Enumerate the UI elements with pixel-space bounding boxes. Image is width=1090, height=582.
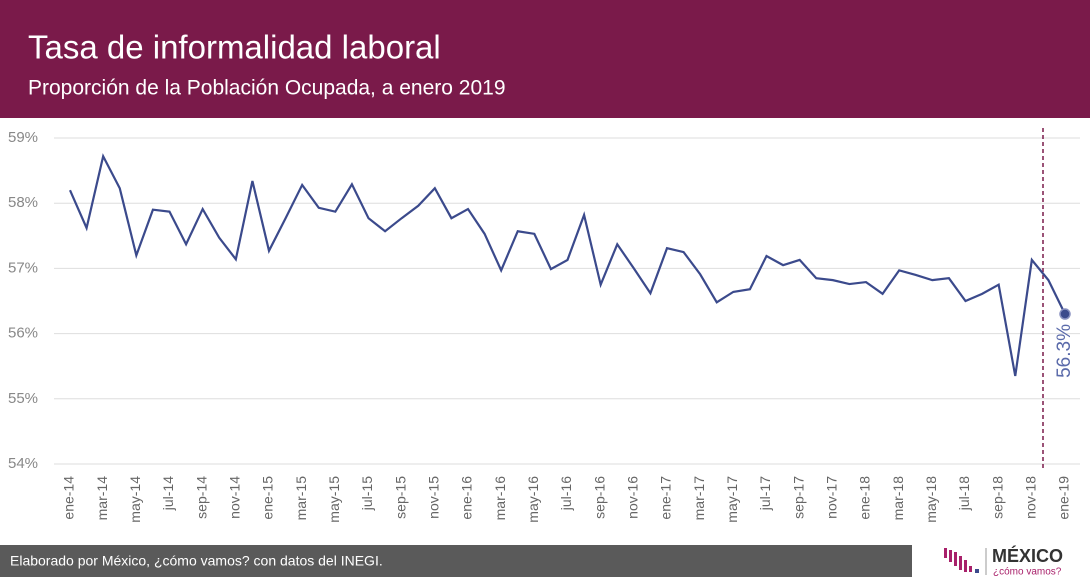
- x-tick-label: sep-14: [193, 476, 209, 519]
- x-tick-label: may-18: [923, 476, 939, 523]
- data-line: [68, 153, 1066, 377]
- x-tick-label: mar-17: [691, 476, 707, 521]
- x-tick-label: ene-19: [1056, 476, 1072, 520]
- x-tick-label: sep-18: [989, 476, 1005, 519]
- x-tick-label: may-14: [127, 476, 143, 523]
- logo-subtitle: ¿cómo vamos?: [993, 567, 1062, 577]
- x-tick-label: may-15: [326, 476, 342, 523]
- x-tick-label: sep-17: [790, 476, 806, 519]
- footer-band: [0, 545, 912, 577]
- x-tick-label: ene-15: [260, 476, 276, 520]
- x-tick-label: jul-17: [757, 476, 773, 511]
- data-point: [1059, 308, 1071, 320]
- x-tick-label: ene-16: [459, 476, 475, 520]
- data-label: 56.3%: [1054, 324, 1075, 378]
- x-tick-label: may-17: [724, 476, 740, 523]
- x-tick-label: jul-16: [558, 476, 574, 511]
- x-tick-label: nov-17: [824, 476, 840, 519]
- logo-bars: [944, 548, 979, 573]
- x-tick-label: nov-16: [625, 476, 641, 519]
- x-tick-label: nov-14: [227, 476, 243, 519]
- x-tick-label: may-16: [525, 476, 541, 523]
- x-tick-label: mar-14: [94, 476, 110, 521]
- x-tick-label: jul-14: [160, 476, 176, 511]
- x-tick-label: nov-18: [1023, 476, 1039, 519]
- x-tick-label: ene-18: [857, 476, 873, 520]
- y-tick-label: 59%: [8, 129, 38, 146]
- x-tick-label: ene-14: [61, 476, 77, 520]
- x-tick-label: sep-16: [591, 476, 607, 519]
- y-tick-label: 55%: [8, 390, 38, 407]
- x-tick-label: mar-15: [293, 476, 309, 521]
- x-tick-label: mar-16: [492, 476, 508, 521]
- chart-title: Tasa de informalidad laboral: [28, 29, 441, 66]
- y-tick-label: 57%: [8, 259, 38, 276]
- footer-text: Elaborado por México, ¿cómo vamos? con d…: [10, 553, 383, 569]
- y-tick-label: 58%: [8, 194, 38, 211]
- x-tick-label: ene-17: [658, 476, 674, 520]
- x-tick-label: mar-18: [890, 476, 906, 521]
- header-band: [0, 0, 1090, 118]
- chart-subtitle: Proporción de la Población Ocupada, a en…: [28, 77, 506, 100]
- x-tick-label: jul-18: [956, 476, 972, 511]
- y-tick-label: 56%: [8, 325, 38, 342]
- x-tick-label: nov-15: [426, 476, 442, 519]
- y-tick-label: 54%: [8, 455, 38, 472]
- x-tick-label: sep-15: [392, 476, 408, 519]
- logo-title: MÉXICO: [992, 545, 1063, 566]
- x-tick-label: jul-15: [359, 476, 375, 511]
